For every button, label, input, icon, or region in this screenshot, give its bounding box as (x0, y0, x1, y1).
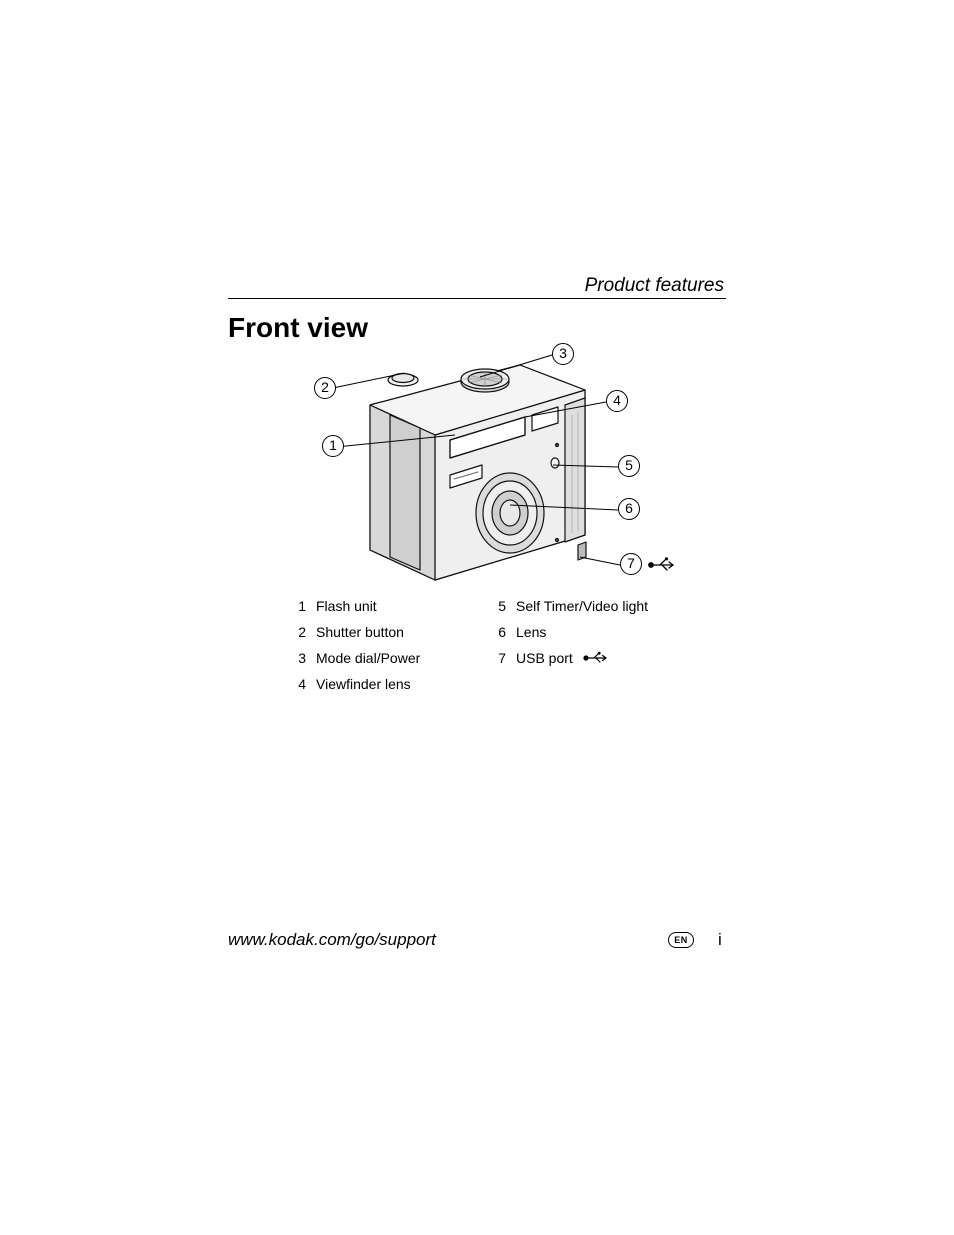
legend-label: Mode dial/Power (316, 650, 420, 666)
legend-item: 7 USB port (496, 650, 648, 666)
language-badge: EN (668, 932, 694, 948)
usb-icon (583, 651, 611, 665)
legend-number: 4 (296, 676, 306, 692)
header-rule (228, 298, 726, 299)
legend-item: 1 Flash unit (296, 598, 420, 614)
legend-number: 7 (496, 650, 506, 666)
legend-number: 2 (296, 624, 306, 640)
legend-label: USB port (516, 650, 573, 666)
legend-label: Flash unit (316, 598, 377, 614)
legend-left-column: 1 Flash unit 2 Shutter button 3 Mode dia… (296, 598, 420, 702)
legend-label: Self Timer/Video light (516, 598, 648, 614)
legend-item: 5 Self Timer/Video light (496, 598, 648, 614)
legend-label: Lens (516, 624, 546, 640)
section-header: Product features (585, 275, 724, 297)
legend-label: Viewfinder lens (316, 676, 411, 692)
support-url: www.kodak.com/go/support (228, 930, 436, 950)
callout-4: 4 (606, 390, 628, 412)
usb-icon (648, 556, 678, 574)
legend-item: 2 Shutter button (296, 624, 420, 640)
callout-2: 2 (314, 377, 336, 399)
camera-diagram: 1 2 3 4 5 6 7 (300, 335, 700, 595)
legend-item: 6 Lens (496, 624, 648, 640)
legend-label: Shutter button (316, 624, 404, 640)
legend-number: 5 (496, 598, 506, 614)
legend-item: 3 Mode dial/Power (296, 650, 420, 666)
page-number: i (718, 930, 722, 950)
callout-3: 3 (552, 343, 574, 365)
callout-1: 1 (322, 435, 344, 457)
leader-lines (300, 335, 700, 595)
legend-number: 6 (496, 624, 506, 640)
manual-page: Product features Front view (0, 0, 954, 1235)
legend-number: 1 (296, 598, 306, 614)
callout-6: 6 (618, 498, 640, 520)
legend-number: 3 (296, 650, 306, 666)
legend-right-column: 5 Self Timer/Video light 6 Lens 7 USB po… (496, 598, 648, 676)
callout-5: 5 (618, 455, 640, 477)
legend-item: 4 Viewfinder lens (296, 676, 420, 692)
callout-7: 7 (620, 553, 642, 575)
